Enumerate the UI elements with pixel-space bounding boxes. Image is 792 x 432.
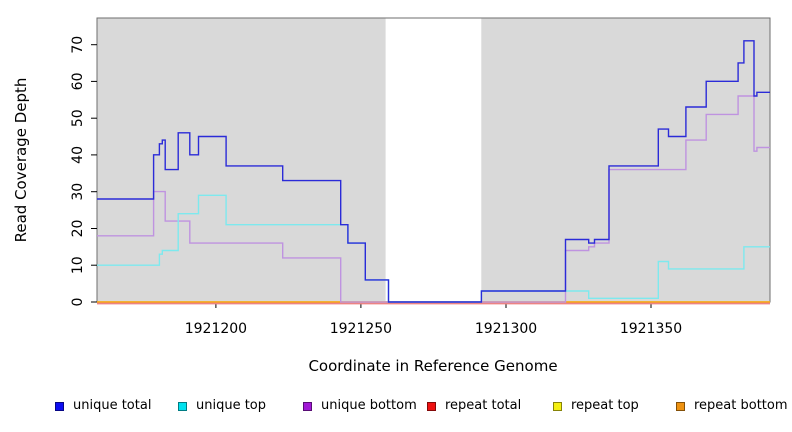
zero-coverage-gap	[385, 18, 482, 302]
y-tick-label: 40	[70, 146, 86, 164]
y-axis-title: Read Coverage Depth	[12, 78, 30, 243]
y-axis-ticks	[91, 44, 97, 303]
series-line-unique-total	[97, 40, 770, 303]
y-tick-labels: 0 10 20 30 40 50 60 70	[70, 36, 86, 307]
x-tick-labels: 1921200 1921250 1921300 1921350	[185, 321, 682, 337]
series-layer	[97, 40, 770, 305]
x-tick-label: 1921350	[620, 321, 682, 337]
y-tick-label: 10	[70, 256, 86, 274]
series-line-unique-bottom	[97, 95, 770, 303]
y-tick-label: 70	[70, 36, 86, 54]
x-tick-label: 1921250	[330, 321, 392, 337]
x-tick-label: 1921300	[475, 321, 537, 337]
y-tick-label: 60	[70, 72, 86, 90]
y-tick-label: 0	[70, 298, 86, 307]
y-tick-label: 20	[70, 220, 86, 238]
x-axis-title: Coordinate in Reference Genome	[308, 357, 557, 375]
y-tick-label: 30	[70, 183, 86, 201]
y-tick-label: 50	[70, 109, 86, 127]
x-tick-label: 1921200	[185, 321, 247, 337]
